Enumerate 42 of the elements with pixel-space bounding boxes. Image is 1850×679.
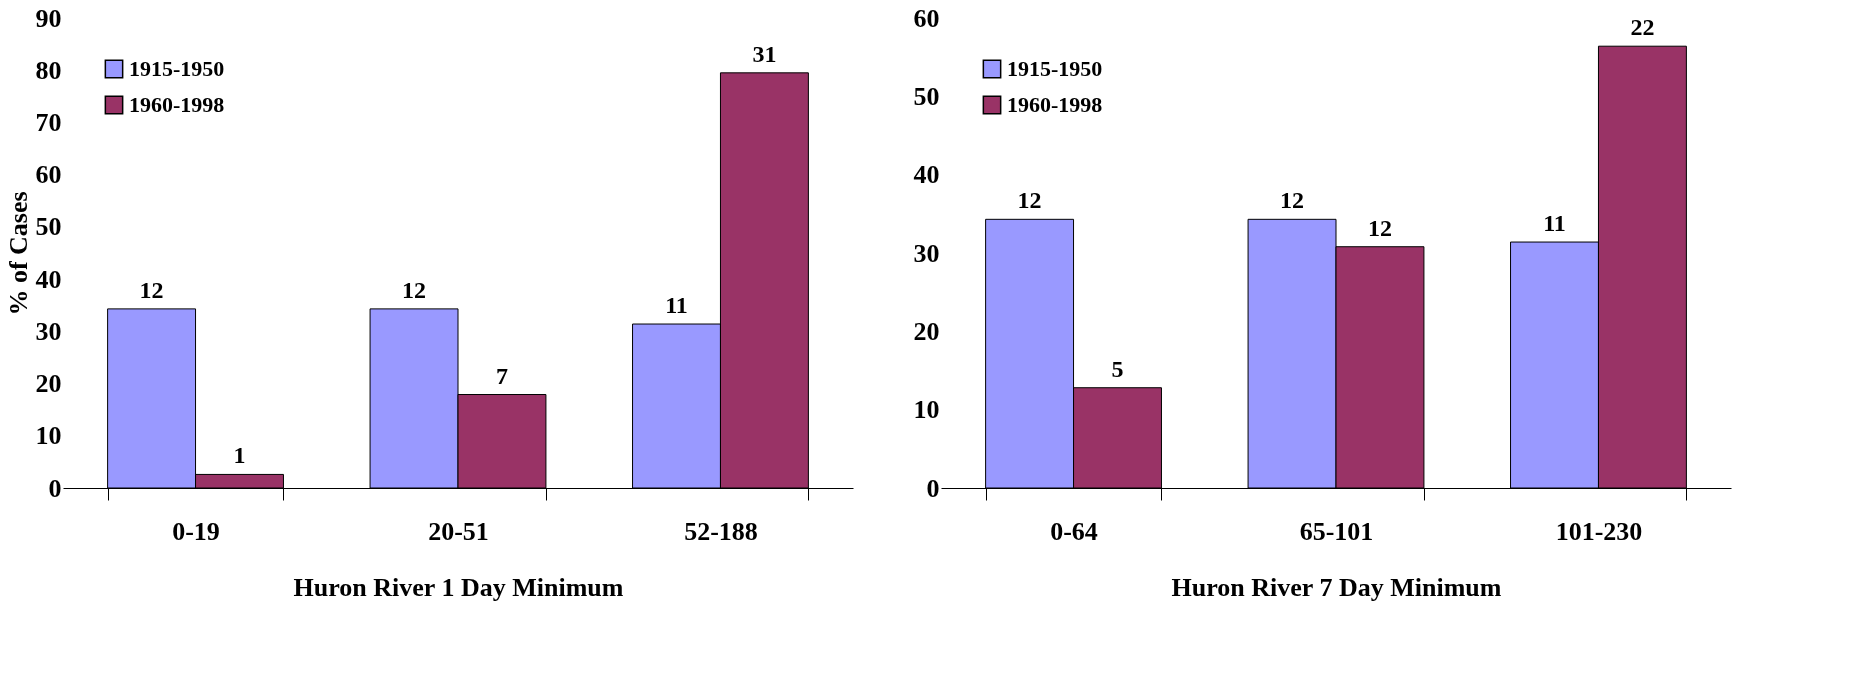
y-tick-label: 80 (35, 55, 62, 85)
y-tick-label: 30 (913, 238, 940, 268)
y-tick-label: 0 (48, 473, 62, 503)
legend-label: 1915-1950 (129, 56, 225, 81)
y-tick-label: 30 (35, 316, 62, 346)
annotation: 12 (402, 276, 427, 303)
y-tick-label: 50 (35, 212, 62, 242)
legend-label: 1960-1998 (129, 92, 225, 117)
x-axis-title: Huron River 7 Day Minimum (1171, 572, 1502, 602)
y-tick-label: 90 (35, 3, 62, 33)
y-tick-label: 50 (913, 81, 940, 111)
y-tick-label: 70 (35, 107, 62, 137)
annotation: 31 (752, 40, 777, 67)
y-tick-label: 60 (913, 3, 940, 33)
y-tick-label: 60 (35, 160, 62, 190)
y-tick-label: 20 (913, 316, 940, 346)
annotation: 12 (1280, 187, 1305, 214)
legend-label: 1960-1998 (1007, 92, 1103, 117)
annotation: 12 (1367, 214, 1392, 241)
y-tick-label: 10 (35, 421, 62, 451)
annotation: 1 (233, 442, 246, 469)
legend-label: 1915-1950 (1007, 56, 1103, 81)
y-tick-label: 10 (913, 395, 940, 425)
annotation: 11 (1543, 210, 1566, 237)
x-axis-title: Huron River 1 Day Minimum (293, 572, 624, 602)
x-tick-label: 52-188 (684, 516, 758, 546)
x-tick-label: 0-19 (172, 516, 220, 546)
y-tick-label: 20 (35, 369, 62, 399)
annotation: 5 (1111, 355, 1124, 382)
annotation: 22 (1630, 14, 1655, 41)
x-tick-label: 0-64 (1050, 516, 1098, 546)
annotation: 12 (139, 276, 164, 303)
annotation: 11 (665, 292, 688, 319)
y-tick-label: 40 (35, 264, 62, 294)
annotation: 12 (1017, 187, 1042, 214)
y-tick-label: 0 (926, 473, 940, 503)
x-tick-label: 20-51 (428, 516, 489, 546)
annotation: 7 (495, 362, 508, 389)
y-tick-label: 40 (913, 160, 940, 190)
y-axis-title: % of Cases (3, 191, 33, 316)
x-tick-label: 65-101 (1299, 516, 1374, 546)
x-tick-label: 101-230 (1555, 516, 1643, 546)
